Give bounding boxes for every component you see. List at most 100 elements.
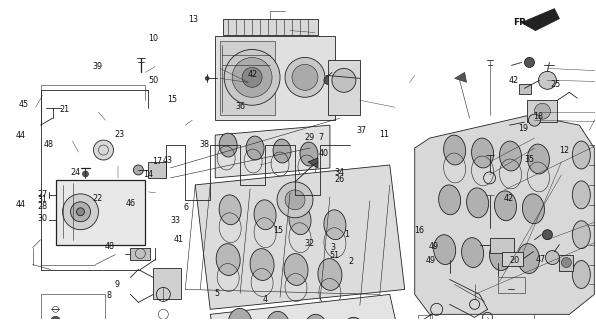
- Circle shape: [94, 140, 113, 160]
- Circle shape: [205, 76, 209, 80]
- Ellipse shape: [443, 135, 465, 165]
- Text: 28: 28: [38, 202, 48, 211]
- Bar: [223, 19, 318, 35]
- Text: 4: 4: [262, 295, 268, 304]
- Ellipse shape: [254, 200, 276, 230]
- Ellipse shape: [495, 191, 517, 221]
- Text: 47: 47: [536, 255, 546, 264]
- Circle shape: [70, 202, 91, 222]
- Bar: [498, 277, 526, 293]
- Text: 49: 49: [426, 256, 436, 265]
- Text: 13: 13: [188, 15, 198, 24]
- Bar: [501, 252, 523, 266]
- Circle shape: [561, 258, 572, 268]
- Text: 17: 17: [153, 157, 163, 166]
- Text: 15: 15: [167, 95, 178, 104]
- Text: 32: 32: [304, 239, 314, 248]
- Text: 48: 48: [105, 242, 115, 251]
- Text: 37: 37: [356, 126, 367, 135]
- Text: 40: 40: [319, 149, 329, 158]
- Ellipse shape: [499, 141, 522, 171]
- Bar: [215, 36, 335, 120]
- Text: 12: 12: [560, 146, 570, 155]
- Text: FR.: FR.: [513, 18, 530, 27]
- Ellipse shape: [527, 144, 550, 174]
- Bar: [131, 248, 150, 260]
- Text: 31: 31: [38, 195, 48, 204]
- Text: 10: 10: [148, 35, 158, 44]
- Text: 23: 23: [115, 130, 125, 139]
- Ellipse shape: [318, 259, 342, 291]
- Bar: [153, 268, 181, 300]
- Circle shape: [529, 114, 541, 126]
- Ellipse shape: [471, 138, 493, 168]
- Text: 44: 44: [15, 200, 26, 209]
- Ellipse shape: [219, 133, 237, 157]
- Ellipse shape: [284, 254, 308, 285]
- Text: 27: 27: [38, 189, 48, 199]
- Text: 2: 2: [349, 258, 353, 267]
- Text: 20: 20: [509, 257, 519, 266]
- Text: 8: 8: [107, 291, 111, 300]
- Bar: [148, 162, 166, 178]
- Ellipse shape: [572, 260, 590, 288]
- Ellipse shape: [572, 141, 590, 169]
- Text: 30: 30: [38, 214, 48, 223]
- Ellipse shape: [219, 195, 241, 225]
- Text: 26: 26: [335, 175, 345, 184]
- Text: 39: 39: [93, 62, 103, 71]
- Text: 15: 15: [273, 226, 283, 235]
- Polygon shape: [415, 115, 594, 314]
- Text: 14: 14: [144, 170, 153, 179]
- Polygon shape: [308, 158, 318, 168]
- Ellipse shape: [461, 238, 483, 268]
- Circle shape: [285, 58, 325, 97]
- Text: 1: 1: [344, 230, 349, 239]
- Text: 24: 24: [71, 168, 81, 177]
- Circle shape: [51, 316, 61, 320]
- Ellipse shape: [467, 188, 489, 218]
- Text: 5: 5: [215, 289, 220, 298]
- Text: 16: 16: [414, 226, 424, 235]
- Bar: [560, 255, 573, 270]
- Text: 22: 22: [93, 194, 103, 203]
- Bar: [527, 100, 557, 122]
- Circle shape: [545, 251, 560, 265]
- Circle shape: [324, 76, 332, 84]
- Ellipse shape: [216, 244, 240, 276]
- Circle shape: [443, 273, 457, 286]
- Text: 49: 49: [429, 242, 439, 251]
- Ellipse shape: [250, 249, 274, 280]
- Ellipse shape: [572, 221, 590, 249]
- Ellipse shape: [300, 142, 318, 166]
- Ellipse shape: [324, 210, 346, 240]
- Polygon shape: [215, 125, 330, 178]
- Bar: [41, 294, 105, 320]
- Text: 51: 51: [329, 251, 339, 260]
- Circle shape: [542, 230, 552, 240]
- Text: 29: 29: [304, 132, 314, 141]
- Bar: [55, 180, 145, 244]
- Polygon shape: [455, 72, 467, 82]
- Text: 18: 18: [533, 113, 543, 122]
- Circle shape: [470, 283, 480, 292]
- Text: 3: 3: [331, 243, 336, 252]
- Ellipse shape: [434, 235, 456, 265]
- Text: 36: 36: [235, 102, 246, 111]
- Polygon shape: [522, 9, 560, 31]
- Text: 42: 42: [509, 76, 519, 85]
- Circle shape: [492, 276, 504, 288]
- Text: 21: 21: [59, 105, 69, 114]
- Circle shape: [285, 190, 305, 210]
- Text: 50: 50: [148, 76, 159, 85]
- Text: 46: 46: [126, 199, 135, 208]
- Ellipse shape: [572, 181, 590, 209]
- Ellipse shape: [246, 136, 264, 160]
- Ellipse shape: [517, 244, 539, 274]
- Polygon shape: [195, 165, 405, 309]
- Text: 33: 33: [170, 216, 180, 225]
- Ellipse shape: [304, 314, 328, 320]
- Text: 43: 43: [163, 156, 172, 165]
- Ellipse shape: [439, 185, 461, 215]
- Text: 42: 42: [503, 194, 513, 204]
